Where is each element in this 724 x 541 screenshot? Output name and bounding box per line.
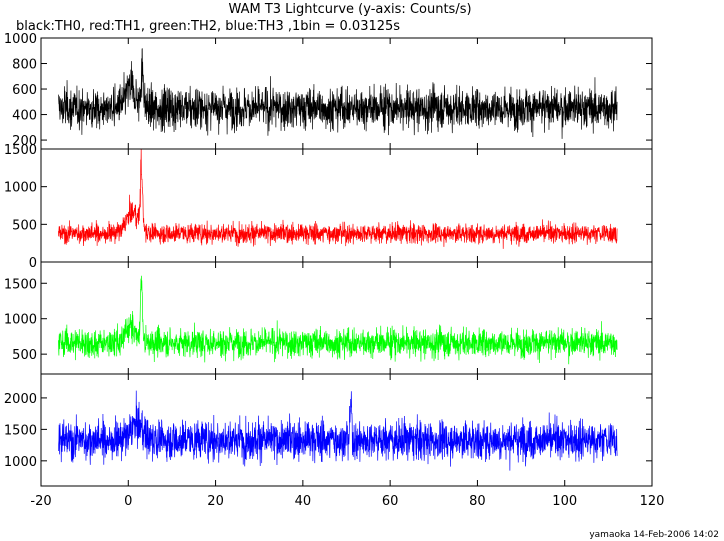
x-tick-label: -20 <box>30 494 51 509</box>
x-tick-label: 60 <box>382 494 399 509</box>
y-tick-label: 1000 <box>4 313 37 328</box>
series-th1-line <box>58 149 618 249</box>
x-tick-label: 40 <box>295 494 312 509</box>
panel-frame <box>40 373 653 487</box>
y-tick-label: 1000 <box>4 32 37 47</box>
x-tick-label: 20 <box>207 494 224 509</box>
series-th3-line <box>58 390 618 471</box>
footer-credit: yamaoka 14-Feb-2006 14:02 <box>589 530 719 540</box>
panel-th0: 200 400 600 800 1000 <box>4 32 653 150</box>
y-tick-label: 0 <box>29 256 37 271</box>
panel-th2: 500 1000 1500 <box>4 261 653 375</box>
y-tick-label: 1000 <box>4 181 37 196</box>
y-tick-label: 1000 <box>4 455 37 470</box>
series-th0-line <box>58 48 618 139</box>
y-tick-label: 600 <box>12 83 37 98</box>
x-axis: -20 0 20 40 60 80 100 120 <box>30 494 664 509</box>
panel-frame <box>40 37 653 150</box>
y-tick-label: 2000 <box>4 392 37 407</box>
y-tick-label: 200 <box>12 134 37 149</box>
y-tick-label: 500 <box>12 218 37 233</box>
y-tick-label: 800 <box>12 58 37 73</box>
y-tick-label: 1500 <box>4 277 37 292</box>
chart-subtitle: black:TH0, red:TH1, green:TH2, blue:TH3 … <box>16 19 400 34</box>
y-tick-label: 500 <box>12 348 37 363</box>
y-tick-label: 400 <box>12 109 37 124</box>
x-tick-label: 0 <box>124 494 132 509</box>
panels-group: 2004006008001000050010001500500100015001… <box>4 32 653 487</box>
panel-th1: 0 500 1000 1500 <box>4 143 653 271</box>
chart-title: WAM T3 Lightcurve (y-axis: Counts/s) <box>228 2 471 17</box>
y-tick-label: 1500 <box>4 423 37 438</box>
panel-th3: 1000 1500 2000 <box>4 373 653 487</box>
x-tick-label: 80 <box>469 494 486 509</box>
x-tick-label: 120 <box>640 494 665 509</box>
series-th2-line <box>58 275 618 365</box>
y-tick-label: 1500 <box>4 143 37 158</box>
x-tick-label: 100 <box>552 494 577 509</box>
